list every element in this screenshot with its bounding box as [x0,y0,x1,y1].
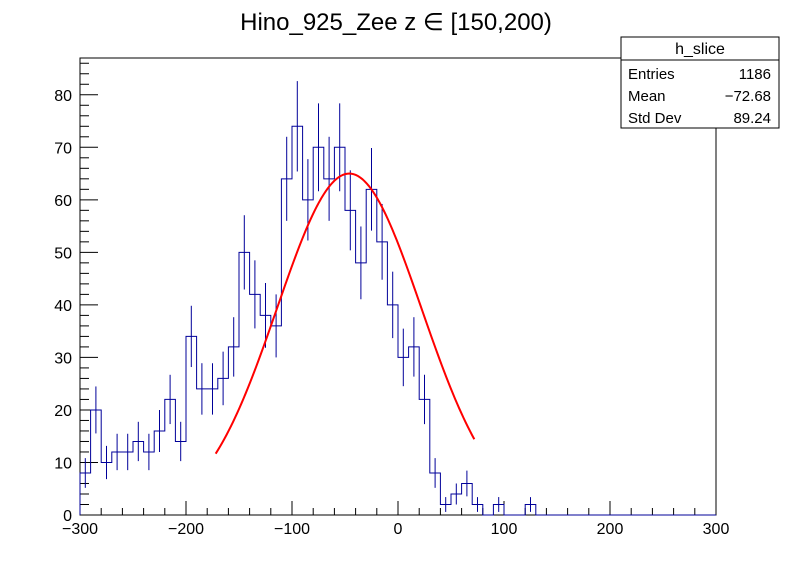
stats-value-stddev: 89.24 [733,110,771,127]
y-tick-label: 60 [54,193,72,210]
x-tick-label: 100 [491,521,518,538]
x-tick-label: −200 [168,521,204,538]
error-bars [84,81,531,512]
gaussian-fit-curve [214,172,476,455]
y-tick-label: 50 [54,245,72,262]
stats-label-mean: Mean [628,88,666,105]
x-tick-label: −100 [274,521,310,538]
stats-label-stddev: Std Dev [628,110,682,127]
stats-box-title: h_slice [675,41,725,58]
y-tick-label: 70 [54,140,72,157]
stats-value-mean: −72.68 [725,88,771,105]
y-tick-label: 10 [54,455,72,472]
stats-value-entries: 1186 [739,66,771,83]
stats-label-entries: Entries [628,66,675,83]
chart-title: Hino_925_Zee z ∈ [150,200) [240,9,552,36]
x-tick-label: 200 [597,521,624,538]
y-tick-label: 20 [54,403,72,420]
x-axis: −300 −200 −100 0 100 200 300 [62,501,729,538]
y-tick-label: 40 [54,298,72,315]
y-tick-label: 80 [54,88,72,105]
y-tick-label: 30 [54,350,72,367]
x-tick-label: −300 [62,521,98,538]
x-tick-label: 300 [703,521,730,538]
stats-box: h_slice Entries 1186 Mean −72.68 Std Dev… [620,36,780,129]
stats-box-frame [620,36,780,129]
y-tick-label: 0 [63,508,72,525]
y-axis: 0 10 20 30 40 50 60 70 80 [54,62,98,525]
histogram-outline [79,125,716,516]
x-tick-label: 0 [394,521,403,538]
